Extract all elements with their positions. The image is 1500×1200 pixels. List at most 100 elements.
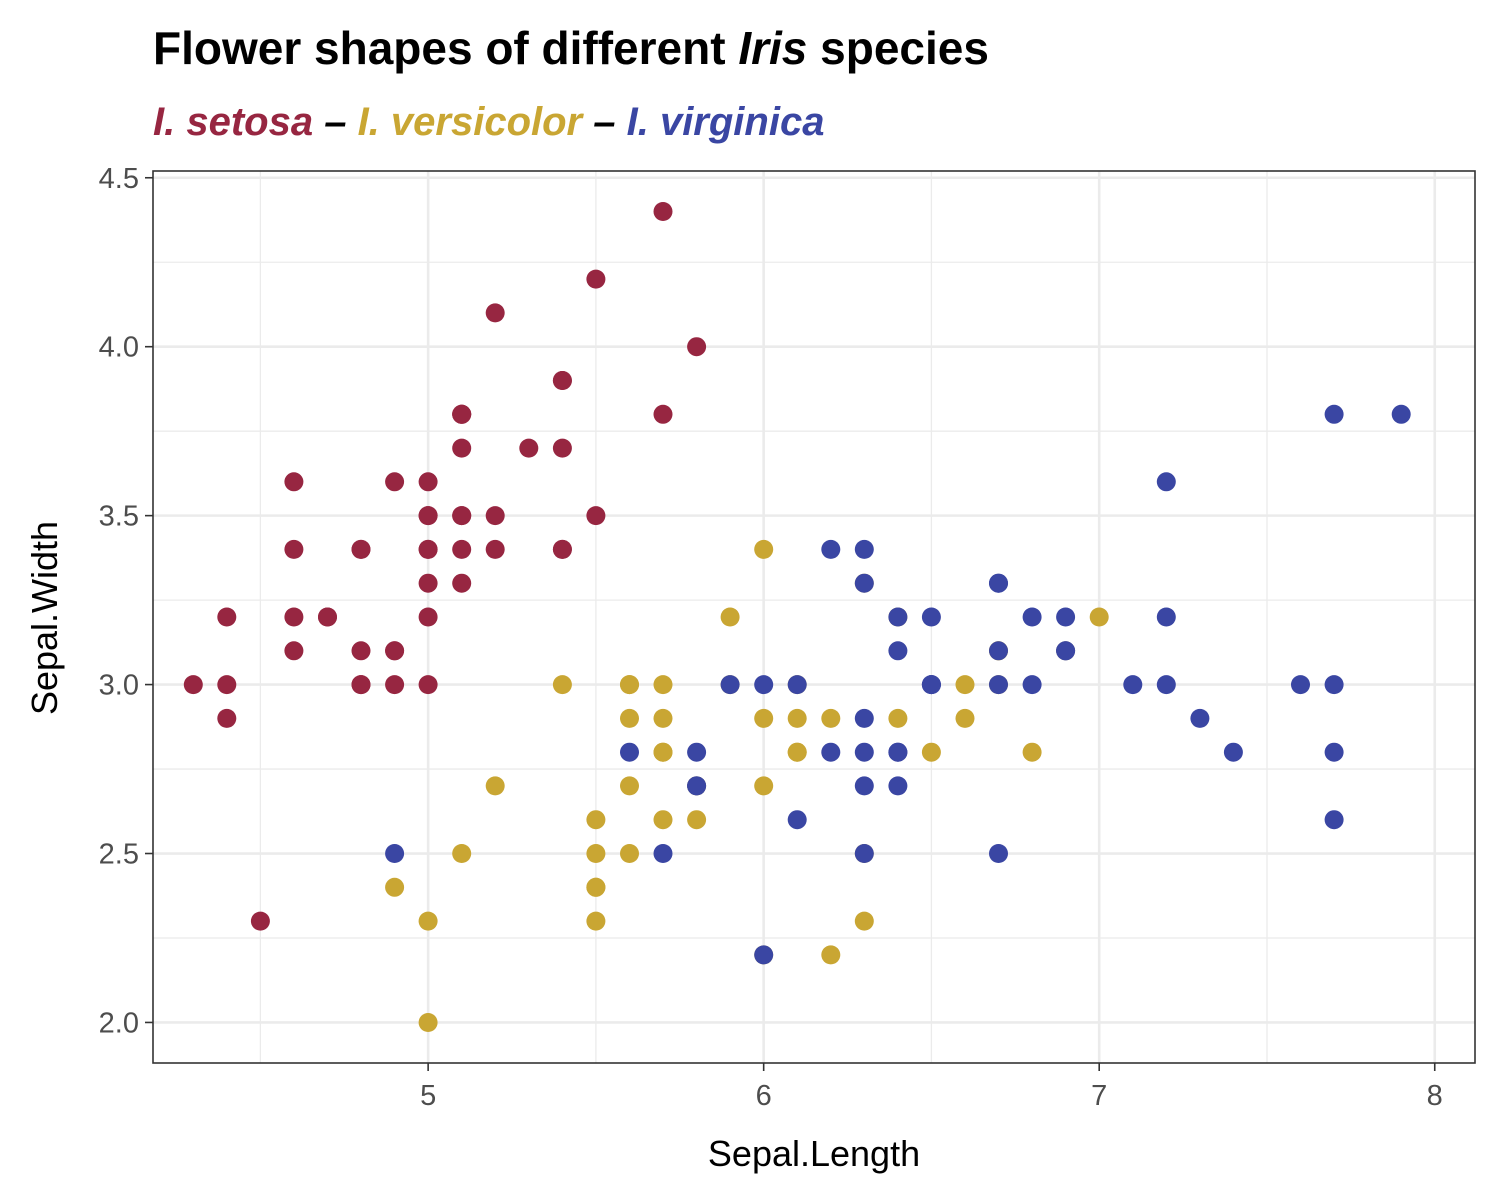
y-tick-label: 3.0 [99, 670, 139, 702]
data-points [183, 202, 1411, 1032]
point-virginica [888, 776, 908, 796]
point-versicolor [485, 776, 505, 796]
chart-title: Flower shapes of different Iris species [153, 22, 989, 74]
subtitle-versicolor: I. versicolor [358, 100, 585, 144]
plot-area: 5 6 7 8 2.0 2.5 3.0 3.5 4.0 4.5 [99, 163, 1476, 1112]
point-setosa [183, 675, 203, 695]
point-virginica [821, 742, 841, 762]
point-versicolor [620, 776, 639, 796]
point-setosa [217, 607, 237, 627]
point-setosa [586, 269, 606, 289]
point-setosa [351, 539, 371, 559]
point-versicolor [620, 708, 639, 728]
point-setosa [418, 573, 438, 593]
point-setosa [653, 404, 673, 424]
point-virginica [1324, 675, 1344, 695]
point-versicolor [653, 810, 673, 830]
point-setosa [452, 438, 472, 458]
point-virginica [787, 675, 807, 695]
point-setosa [552, 438, 572, 458]
point-virginica [854, 573, 874, 593]
point-setosa [552, 539, 572, 559]
point-virginica [921, 607, 941, 627]
point-virginica [888, 742, 908, 762]
point-versicolor [888, 708, 908, 728]
x-tick-label: 8 [1427, 1080, 1443, 1112]
point-setosa [418, 675, 438, 695]
y-tick-label: 3.5 [99, 501, 139, 533]
point-setosa [418, 472, 438, 492]
point-setosa [284, 472, 304, 492]
point-versicolor [653, 708, 673, 728]
point-virginica [821, 539, 841, 559]
panel-border [152, 170, 1476, 1064]
point-setosa [687, 337, 707, 357]
grid-lines [153, 171, 1475, 1063]
point-virginica [385, 844, 405, 863]
point-virginica [989, 573, 1008, 593]
point-virginica [787, 810, 807, 830]
point-versicolor [418, 1013, 438, 1032]
point-versicolor [787, 708, 807, 728]
point-virginica [1291, 675, 1310, 695]
point-setosa [318, 607, 337, 627]
point-setosa [385, 641, 405, 661]
point-setosa [351, 641, 371, 661]
point-virginica [687, 776, 707, 796]
point-virginica [1324, 404, 1344, 424]
point-setosa [519, 438, 539, 458]
point-virginica [854, 776, 874, 796]
point-virginica [1324, 742, 1344, 762]
point-versicolor [653, 742, 673, 762]
point-virginica [1391, 404, 1411, 424]
point-versicolor [620, 675, 639, 695]
point-virginica [989, 641, 1008, 661]
point-setosa [452, 404, 472, 424]
subtitle-separator: – [582, 100, 626, 144]
point-versicolor [586, 911, 606, 931]
point-versicolor [385, 877, 405, 897]
point-setosa [284, 607, 304, 627]
point-virginica [1156, 607, 1176, 627]
point-virginica [921, 675, 941, 695]
point-virginica [1324, 810, 1344, 830]
point-virginica [620, 742, 639, 762]
point-setosa [485, 303, 505, 323]
point-versicolor [687, 810, 707, 830]
point-versicolor [452, 844, 472, 863]
point-setosa [351, 675, 371, 695]
point-virginica [754, 945, 774, 965]
point-setosa [418, 607, 438, 627]
chart-title-prefix: Flower shapes of different [153, 22, 738, 74]
chart-title-italic: Iris [738, 22, 807, 74]
chart-title-suffix: species [807, 22, 989, 74]
point-virginica [989, 675, 1008, 695]
point-setosa [284, 641, 304, 661]
point-virginica [854, 844, 874, 863]
point-setosa [485, 539, 505, 559]
point-setosa [217, 675, 237, 695]
point-virginica [1156, 472, 1176, 492]
point-setosa [385, 675, 405, 695]
point-setosa [217, 708, 237, 728]
point-versicolor [955, 675, 975, 695]
x-axis-title: Sepal.Length [708, 1133, 920, 1174]
point-virginica [720, 675, 740, 695]
point-versicolor [720, 607, 740, 627]
subtitle-setosa: I. setosa [153, 100, 313, 144]
point-versicolor [586, 844, 606, 863]
point-versicolor [955, 708, 975, 728]
point-virginica [1123, 675, 1143, 695]
y-tick-label: 2.5 [99, 839, 139, 871]
subtitle-virginica: I. virginica [627, 100, 825, 144]
point-virginica [754, 675, 774, 695]
point-virginica [1022, 607, 1042, 627]
point-versicolor [921, 742, 941, 762]
point-versicolor [754, 539, 774, 559]
point-versicolor [1022, 742, 1042, 762]
subtitle-separator: – [313, 100, 357, 144]
point-versicolor [586, 810, 606, 830]
point-versicolor [787, 742, 807, 762]
point-versicolor [418, 911, 438, 931]
